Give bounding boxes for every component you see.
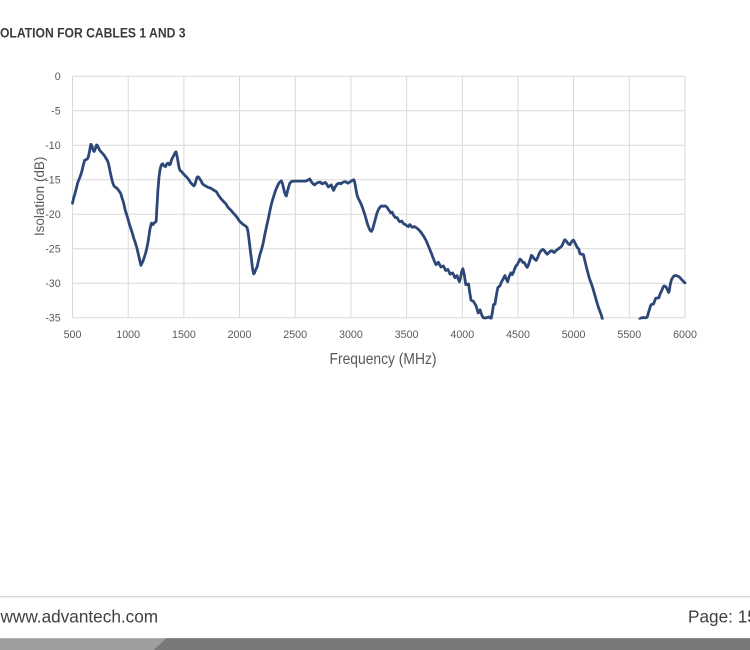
svg-text:5000: 5000 — [562, 329, 586, 341]
svg-text:Page: 15: Page: 15 — [688, 607, 750, 627]
svg-text:Isolation (dB): Isolation (dB) — [32, 157, 47, 237]
svg-text:-10: -10 — [45, 140, 61, 152]
svg-text:0: 0 — [55, 71, 61, 83]
svg-text:3000: 3000 — [339, 329, 363, 341]
svg-text:5500: 5500 — [617, 329, 641, 341]
svg-text:1000: 1000 — [116, 329, 140, 341]
svg-text:2000: 2000 — [228, 329, 252, 341]
svg-text:www.advantech.com: www.advantech.com — [0, 607, 158, 627]
svg-text:4500: 4500 — [506, 329, 530, 341]
svg-text:2500: 2500 — [283, 329, 307, 341]
svg-text:-25: -25 — [45, 244, 61, 256]
svg-text:1500: 1500 — [172, 329, 196, 341]
svg-text:Frequency (MHz): Frequency (MHz) — [330, 351, 437, 368]
svg-text:4000: 4000 — [450, 329, 474, 341]
svg-text:-15: -15 — [45, 175, 61, 187]
svg-text:6000: 6000 — [673, 329, 697, 341]
svg-text:ISOLATION FOR CABLES 1 AND 3: ISOLATION FOR CABLES 1 AND 3 — [0, 26, 186, 41]
svg-text:3500: 3500 — [395, 329, 419, 341]
svg-text:500: 500 — [64, 329, 82, 341]
svg-text:-5: -5 — [51, 106, 61, 118]
svg-text:-20: -20 — [45, 209, 61, 221]
svg-text:-30: -30 — [45, 278, 61, 290]
svg-text:-35: -35 — [45, 313, 61, 325]
